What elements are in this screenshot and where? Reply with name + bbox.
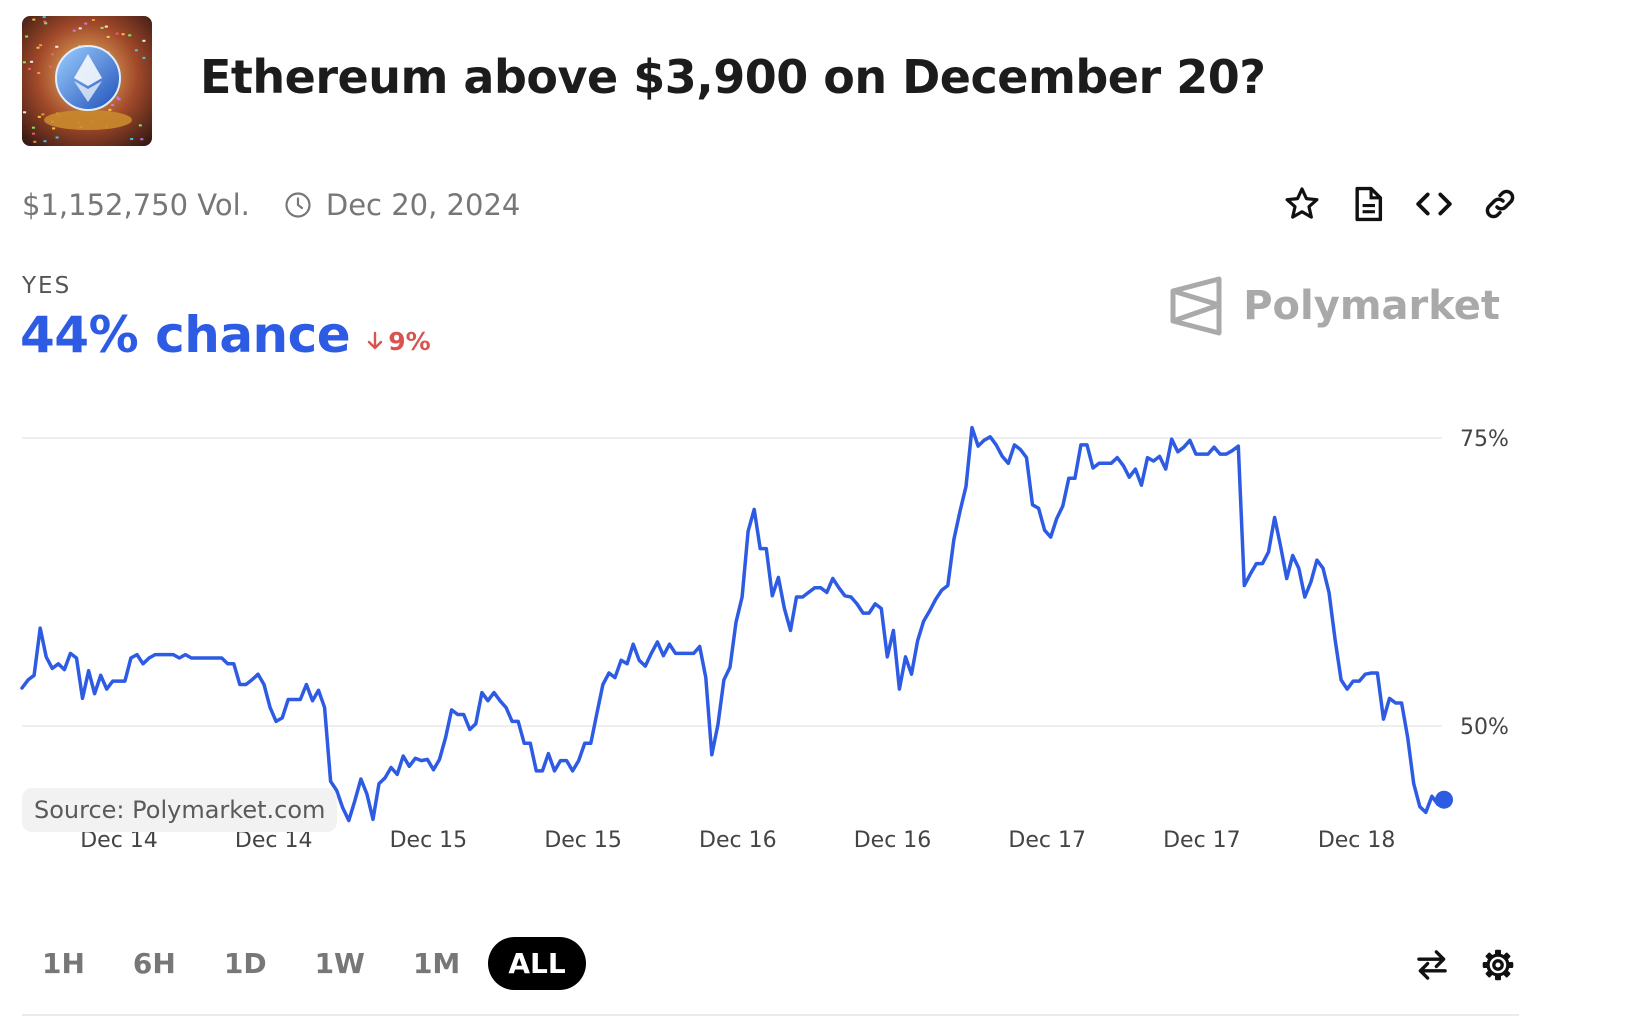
chance-change: 9%: [366, 326, 431, 356]
settings-gear-icon[interactable]: [1478, 945, 1518, 985]
series-line-yes: [20, 425, 1446, 823]
range-1d[interactable]: 1D: [223, 947, 267, 980]
x-tick-label: Dec 15: [544, 828, 622, 853]
x-tick-label: Dec 15: [390, 828, 468, 853]
x-tick-label: Dec 14: [80, 828, 158, 853]
range-1h[interactable]: 1H: [42, 947, 85, 980]
market-thumbnail: [22, 16, 152, 146]
x-tick-label: Dec 17: [1163, 828, 1241, 853]
market-title: Ethereum above $3,900 on December 20?: [200, 50, 1266, 104]
clock-icon: [284, 191, 312, 219]
bottom-divider: [22, 1014, 1519, 1016]
range-all[interactable]: ALL: [488, 937, 586, 990]
chart-tools: [1412, 945, 1518, 985]
series-endpoint-dot: [1435, 790, 1453, 809]
y-tick-label: 50%: [1460, 715, 1509, 740]
chance-change-value: 9%: [388, 326, 431, 356]
star-icon[interactable]: [1282, 184, 1322, 224]
polymarket-watermark: Polymarket: [1169, 275, 1500, 337]
x-tick-label: Dec 16: [699, 828, 777, 853]
volume-text: $1,152,750 Vol.: [22, 188, 250, 222]
end-date-text: Dec 20, 2024: [325, 188, 521, 222]
x-tick-label: Dec 16: [854, 828, 932, 853]
price-chart[interactable]: 75% 50% Dec 14 Dec 14 Dec 15 Dec 15 Dec 16 Dec…: [0, 380, 1636, 880]
chance-summary: 44% chance 9%: [20, 306, 431, 364]
range-1w[interactable]: 1W: [314, 947, 365, 980]
market-meta: $1,152,750 Vol. Dec 20, 2024: [22, 188, 520, 222]
link-icon[interactable]: [1480, 184, 1520, 224]
time-range-selector: 1H 6H 1D 1W 1M ALL: [22, 937, 586, 990]
chance-value: 44% chance: [20, 306, 351, 364]
x-tick-label: Dec 17: [1008, 828, 1086, 853]
arrow-down-icon: [368, 331, 383, 350]
market-actions: [1282, 184, 1520, 224]
range-1m[interactable]: 1M: [412, 947, 461, 980]
x-tick-label: Dec 18: [1318, 828, 1396, 853]
outcome-label: YES: [22, 273, 72, 299]
code-embed-icon[interactable]: [1414, 184, 1454, 224]
polymarket-logo-icon: [1170, 276, 1222, 336]
brand-name: Polymarket: [1243, 283, 1500, 329]
source-label: Source: Polymarket.com: [22, 788, 338, 832]
swap-arrows-icon[interactable]: [1412, 945, 1452, 985]
x-tick-label: Dec 14: [235, 828, 313, 853]
y-tick-label: 75%: [1460, 427, 1509, 452]
range-6h[interactable]: 6H: [132, 947, 176, 980]
document-icon[interactable]: [1348, 184, 1388, 224]
